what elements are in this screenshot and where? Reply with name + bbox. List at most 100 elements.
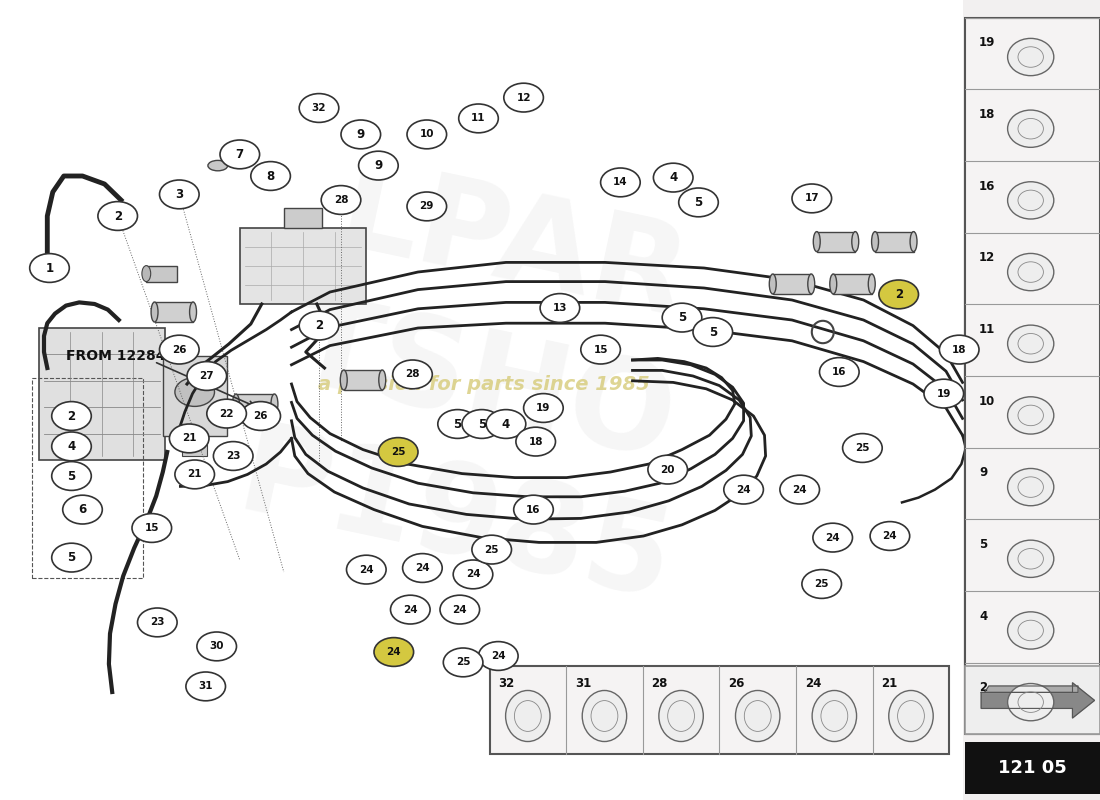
- Text: 2: 2: [979, 682, 987, 694]
- Text: 28: 28: [405, 370, 420, 379]
- Ellipse shape: [1008, 469, 1054, 506]
- Bar: [343, 370, 383, 390]
- Circle shape: [138, 608, 177, 637]
- Text: 10: 10: [979, 394, 996, 407]
- Bar: [39, 328, 165, 460]
- Circle shape: [792, 184, 832, 213]
- Circle shape: [63, 495, 102, 524]
- Circle shape: [438, 410, 477, 438]
- Circle shape: [843, 434, 882, 462]
- Circle shape: [390, 595, 430, 624]
- Ellipse shape: [1008, 325, 1054, 362]
- Circle shape: [443, 648, 483, 677]
- Text: 5: 5: [67, 551, 76, 564]
- Text: 12: 12: [979, 251, 996, 264]
- Text: 25: 25: [484, 545, 499, 554]
- Text: 24: 24: [452, 605, 468, 614]
- Circle shape: [648, 455, 688, 484]
- Circle shape: [813, 523, 852, 552]
- Text: 8: 8: [266, 170, 275, 182]
- Text: 20: 20: [660, 465, 675, 474]
- Ellipse shape: [506, 690, 550, 742]
- Text: 4: 4: [979, 610, 988, 622]
- Text: 4: 4: [502, 418, 510, 430]
- Circle shape: [197, 632, 236, 661]
- Ellipse shape: [1008, 397, 1054, 434]
- Text: 11: 11: [979, 323, 996, 336]
- Text: FROM 12284: FROM 12284: [66, 349, 165, 363]
- Text: 24: 24: [386, 647, 402, 657]
- Text: 24: 24: [882, 531, 898, 541]
- Ellipse shape: [1008, 110, 1054, 147]
- Ellipse shape: [868, 274, 876, 294]
- Circle shape: [524, 394, 563, 422]
- Bar: [965, 742, 1100, 794]
- Circle shape: [724, 475, 763, 504]
- Circle shape: [187, 362, 227, 390]
- Circle shape: [220, 140, 260, 169]
- Text: 15: 15: [593, 345, 608, 354]
- Circle shape: [407, 120, 447, 149]
- Ellipse shape: [829, 274, 837, 294]
- Text: 24: 24: [736, 485, 751, 494]
- Text: 31: 31: [575, 677, 591, 690]
- Circle shape: [341, 120, 381, 149]
- Circle shape: [924, 379, 964, 408]
- Text: 18: 18: [979, 108, 996, 121]
- Text: 16: 16: [832, 367, 847, 377]
- Circle shape: [870, 522, 910, 550]
- Text: 4: 4: [67, 440, 76, 453]
- Bar: [965, 18, 1100, 734]
- Circle shape: [251, 162, 290, 190]
- Text: 24: 24: [825, 533, 840, 542]
- Text: 2: 2: [894, 288, 903, 301]
- Text: 26: 26: [253, 411, 268, 421]
- Polygon shape: [981, 683, 1094, 718]
- Circle shape: [504, 83, 543, 112]
- Text: 5: 5: [678, 311, 686, 324]
- Bar: [0, 0, 962, 800]
- Text: 9: 9: [979, 466, 988, 479]
- Circle shape: [299, 311, 339, 340]
- Text: 5: 5: [477, 418, 486, 430]
- Circle shape: [440, 595, 480, 624]
- Circle shape: [601, 168, 640, 197]
- Ellipse shape: [871, 232, 879, 251]
- Circle shape: [679, 188, 718, 217]
- Text: 5: 5: [694, 196, 703, 209]
- Text: 16: 16: [526, 505, 541, 514]
- Text: 23: 23: [226, 451, 241, 461]
- Text: 19: 19: [979, 36, 996, 49]
- Text: 24: 24: [805, 677, 822, 690]
- Circle shape: [486, 410, 526, 438]
- Ellipse shape: [378, 370, 386, 390]
- Bar: [962, 0, 1100, 800]
- Ellipse shape: [889, 690, 933, 742]
- Text: 5: 5: [979, 538, 988, 551]
- Text: 24: 24: [792, 485, 807, 494]
- Text: 26: 26: [728, 677, 745, 690]
- Text: 6: 6: [78, 503, 87, 516]
- Text: LPAR
TSHO
P1985: LPAR TSHO P1985: [228, 142, 740, 626]
- Bar: [240, 228, 366, 304]
- Bar: [236, 394, 275, 414]
- Circle shape: [321, 186, 361, 214]
- Circle shape: [516, 427, 556, 456]
- Text: 17: 17: [804, 194, 820, 203]
- Text: 3: 3: [175, 188, 184, 201]
- Circle shape: [213, 442, 253, 470]
- Circle shape: [472, 535, 512, 564]
- Circle shape: [346, 555, 386, 584]
- Text: 24: 24: [359, 565, 374, 574]
- Ellipse shape: [769, 274, 777, 294]
- Circle shape: [30, 254, 69, 282]
- Ellipse shape: [208, 160, 228, 171]
- Circle shape: [939, 335, 979, 364]
- Ellipse shape: [807, 274, 815, 294]
- Text: 21: 21: [182, 434, 197, 443]
- Text: 2: 2: [113, 210, 122, 222]
- Text: 31: 31: [198, 682, 213, 691]
- Text: 24: 24: [415, 563, 430, 573]
- Circle shape: [802, 570, 842, 598]
- Text: 27: 27: [199, 371, 214, 381]
